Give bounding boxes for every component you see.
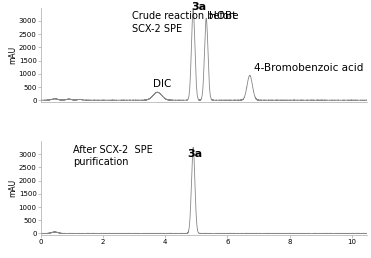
Text: 3a: 3a [191, 2, 207, 12]
Text: 3a: 3a [188, 149, 203, 159]
Y-axis label: mAU: mAU [8, 46, 17, 64]
Text: After SCX-2  SPE
purification: After SCX-2 SPE purification [73, 145, 153, 167]
Text: DIC: DIC [153, 79, 172, 89]
Y-axis label: mAU: mAU [8, 179, 17, 197]
Text: Crude reaction before
SCX-2 SPE: Crude reaction before SCX-2 SPE [132, 12, 239, 34]
Text: 4-Bromobenzoic acid: 4-Bromobenzoic acid [254, 63, 363, 73]
Text: HOBt: HOBt [209, 11, 237, 21]
